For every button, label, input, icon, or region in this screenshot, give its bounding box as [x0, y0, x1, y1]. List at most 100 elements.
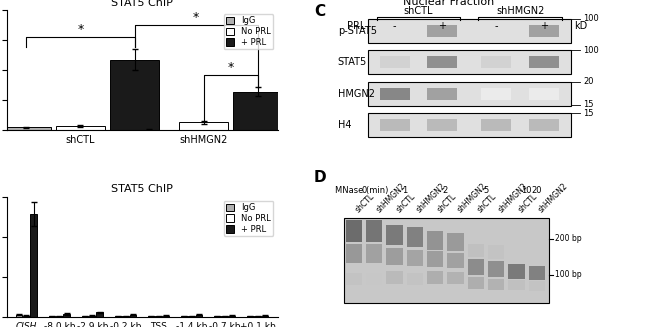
Bar [447, 253, 463, 268]
Text: *: * [77, 23, 84, 36]
Text: STAT5: STAT5 [338, 57, 367, 67]
Bar [488, 279, 504, 290]
Text: shHMGN2: shHMGN2 [537, 181, 570, 214]
Bar [344, 218, 549, 303]
Text: H4: H4 [338, 120, 351, 130]
Bar [447, 272, 463, 284]
Bar [162, 316, 169, 317]
Bar [96, 312, 103, 317]
Text: MNase (min): MNase (min) [335, 186, 388, 195]
Bar [529, 88, 559, 100]
Text: shHMGN2: shHMGN2 [496, 181, 529, 214]
Bar [23, 316, 30, 317]
Bar [196, 315, 202, 317]
Text: 20: 20 [583, 77, 593, 86]
Text: -: - [393, 21, 396, 31]
Text: +: + [438, 21, 447, 31]
Bar [346, 245, 362, 263]
Bar [366, 273, 382, 285]
Bar [380, 119, 410, 131]
Text: C: C [314, 4, 325, 19]
Text: +: + [540, 21, 548, 31]
Text: 15: 15 [583, 100, 593, 109]
Text: shCTL: shCTL [395, 192, 417, 214]
Bar [125, 129, 174, 130]
Bar [427, 251, 443, 267]
Text: shCTL: shCTL [476, 192, 499, 214]
Text: shHMGN2: shHMGN2 [456, 181, 489, 214]
Bar [407, 273, 423, 285]
Bar [386, 271, 403, 284]
Bar [528, 266, 545, 280]
Text: 100: 100 [583, 46, 599, 55]
Bar [488, 261, 504, 277]
Bar [380, 88, 410, 100]
Bar [16, 315, 22, 317]
Text: 100: 100 [583, 14, 599, 23]
Text: *: * [227, 61, 234, 74]
Legend: IgG, No PRL, + PRL: IgG, No PRL, + PRL [224, 14, 274, 49]
Bar [179, 122, 228, 130]
Bar [407, 227, 423, 247]
Bar [447, 232, 463, 251]
Text: *: * [193, 11, 200, 24]
Bar [529, 119, 559, 131]
Bar [89, 316, 96, 317]
Bar [488, 245, 504, 259]
Bar [428, 56, 458, 68]
Legend: IgG, No PRL, + PRL: IgG, No PRL, + PRL [224, 201, 274, 236]
Text: 100 bp: 100 bp [554, 270, 581, 279]
Bar [386, 248, 403, 265]
Text: Nuclear Fraction: Nuclear Fraction [403, 0, 494, 7]
Bar [366, 220, 382, 242]
Bar [468, 244, 484, 257]
Bar [368, 19, 571, 43]
Bar [508, 280, 525, 290]
Bar [2, 127, 51, 130]
Text: shCTL: shCTL [436, 192, 458, 214]
Bar [31, 214, 37, 317]
Bar [529, 56, 559, 68]
Bar [428, 25, 458, 37]
Text: shHMGN2: shHMGN2 [374, 181, 407, 214]
Text: shCTL: shCTL [404, 6, 433, 16]
Text: 0: 0 [361, 186, 367, 195]
Bar [481, 119, 511, 131]
Bar [386, 225, 403, 245]
Text: 5: 5 [484, 186, 489, 195]
Text: HMGN2: HMGN2 [338, 89, 375, 99]
Text: D: D [314, 170, 326, 185]
Bar [528, 281, 545, 291]
Text: 15: 15 [583, 109, 593, 118]
Text: shHMGN2: shHMGN2 [496, 6, 544, 16]
Bar [428, 119, 458, 131]
Bar [129, 315, 136, 317]
Bar [427, 271, 443, 284]
Text: shCTL: shCTL [354, 192, 376, 214]
Bar [346, 220, 362, 242]
Bar [468, 277, 484, 289]
Text: 20: 20 [532, 186, 542, 195]
Bar [427, 231, 443, 250]
Text: 200 bp: 200 bp [554, 234, 581, 243]
Bar [64, 314, 70, 317]
Bar [111, 60, 159, 130]
Text: 2: 2 [443, 186, 448, 195]
Text: kD: kD [574, 21, 587, 31]
Title: STAT5 ChIP: STAT5 ChIP [111, 184, 173, 195]
Text: shCTL: shCTL [517, 192, 539, 214]
Bar [262, 316, 268, 317]
Bar [346, 273, 362, 285]
Bar [529, 25, 559, 37]
Bar [368, 50, 571, 74]
Text: 1: 1 [402, 186, 408, 195]
Bar [366, 245, 382, 263]
Bar [368, 113, 571, 137]
Text: 10: 10 [521, 186, 532, 195]
Bar [407, 250, 423, 267]
Bar [233, 92, 282, 130]
Bar [380, 56, 410, 68]
Bar [229, 316, 235, 317]
Bar [368, 82, 571, 106]
Bar [56, 126, 105, 130]
